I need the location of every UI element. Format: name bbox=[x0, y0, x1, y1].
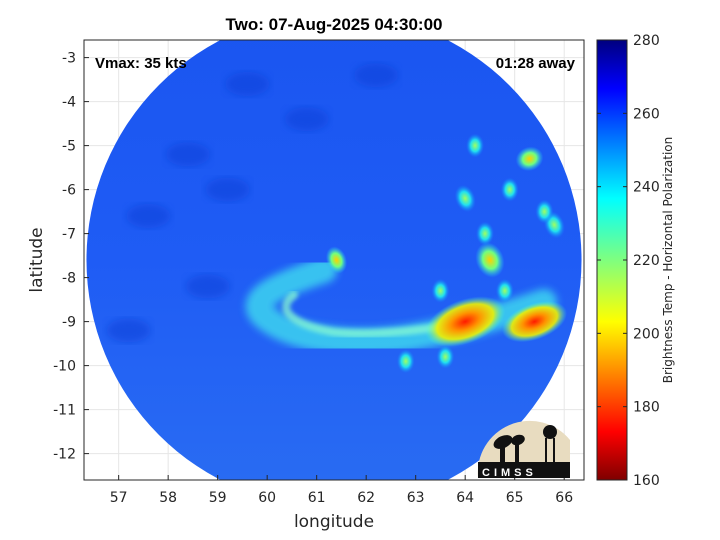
x-tick-label: 59 bbox=[209, 490, 227, 506]
colorbar-label: Brightness Temp - Horizontal Polarizatio… bbox=[661, 137, 675, 384]
y-tick-label: -7 bbox=[62, 227, 76, 243]
y-tick-label: -12 bbox=[53, 447, 76, 463]
x-tick-label: 61 bbox=[308, 490, 326, 506]
x-tick-label: 66 bbox=[555, 490, 573, 506]
logo-silhouette bbox=[478, 425, 570, 478]
y-tick-label: -9 bbox=[62, 315, 76, 331]
logo-text: CIMSS bbox=[482, 467, 537, 479]
x-tick-label: 58 bbox=[159, 490, 177, 506]
plot-frame bbox=[83, 39, 585, 481]
cold-patch bbox=[225, 72, 270, 96]
cold-patch bbox=[205, 177, 250, 202]
convective-cell bbox=[475, 221, 494, 246]
cold-patch bbox=[106, 318, 151, 343]
convective-cell bbox=[431, 278, 450, 303]
time-away-annotation: 01:28 away bbox=[496, 55, 576, 72]
convective-cell bbox=[454, 184, 476, 212]
convective-cell bbox=[495, 278, 514, 303]
y-axis-label: latitude bbox=[27, 227, 47, 292]
y-tick-label: -3 bbox=[62, 51, 76, 67]
colorbar-tick-label: 200 bbox=[633, 326, 660, 342]
colorbar-tick-label: 240 bbox=[633, 180, 660, 196]
y-ticks: -3 -4 -5 -6 -7 -8 -9 -10 -11 -12 bbox=[53, 51, 89, 463]
y-tick-label: -4 bbox=[62, 95, 76, 111]
swath-layer bbox=[86, 40, 582, 480]
y-tick-label: -8 bbox=[62, 271, 76, 287]
colorbar-tick-label: 280 bbox=[633, 33, 660, 49]
cimss-logo: CIMSS bbox=[477, 420, 570, 479]
cold-patch bbox=[126, 204, 171, 228]
x-axis-label: longitude bbox=[294, 512, 374, 532]
convective-cell bbox=[396, 349, 415, 374]
y-tick-label: -6 bbox=[62, 183, 76, 199]
colorbar-tick-label: 220 bbox=[633, 253, 660, 269]
vmax-annotation: Vmax: 35 kts bbox=[95, 55, 187, 72]
x-tick-label: 62 bbox=[357, 490, 375, 506]
colorbar-ticks: 280 260 240 220 200 180 160 bbox=[597, 33, 660, 489]
convective-cell bbox=[501, 301, 568, 343]
convective-cell bbox=[475, 242, 505, 278]
y-tick-label: -11 bbox=[53, 403, 76, 419]
convective-cell bbox=[436, 344, 455, 369]
convective-cell bbox=[535, 199, 554, 224]
y-tick-label: -10 bbox=[53, 359, 76, 375]
x-tick-label: 64 bbox=[456, 490, 474, 506]
x-tick-label: 60 bbox=[258, 490, 276, 506]
convective-cell bbox=[466, 133, 485, 158]
chart-title: Two: 07-Aug-2025 04:30:00 bbox=[226, 15, 443, 34]
y-tick-label: -5 bbox=[62, 139, 76, 155]
cold-patch bbox=[185, 274, 230, 299]
x-tick-label: 57 bbox=[110, 490, 128, 506]
x-tick-label: 63 bbox=[407, 490, 425, 506]
colorbar-tick-label: 260 bbox=[633, 106, 660, 122]
cold-patch bbox=[165, 142, 210, 167]
colorbar-tick-label: 180 bbox=[633, 400, 660, 416]
convective-cell bbox=[500, 177, 519, 202]
eyewall-cell bbox=[325, 246, 348, 274]
convective-cell bbox=[515, 146, 544, 172]
feature-layer bbox=[106, 63, 568, 374]
colorbar bbox=[596, 39, 628, 481]
cold-patch bbox=[284, 107, 329, 132]
cold-patch bbox=[354, 63, 399, 88]
x-tick-label: 65 bbox=[506, 490, 524, 506]
x-ticks: 57 58 59 60 61 62 63 64 65 66 bbox=[110, 475, 573, 506]
colorbar-tick-label: 160 bbox=[633, 473, 660, 489]
convective-cell bbox=[425, 296, 506, 347]
